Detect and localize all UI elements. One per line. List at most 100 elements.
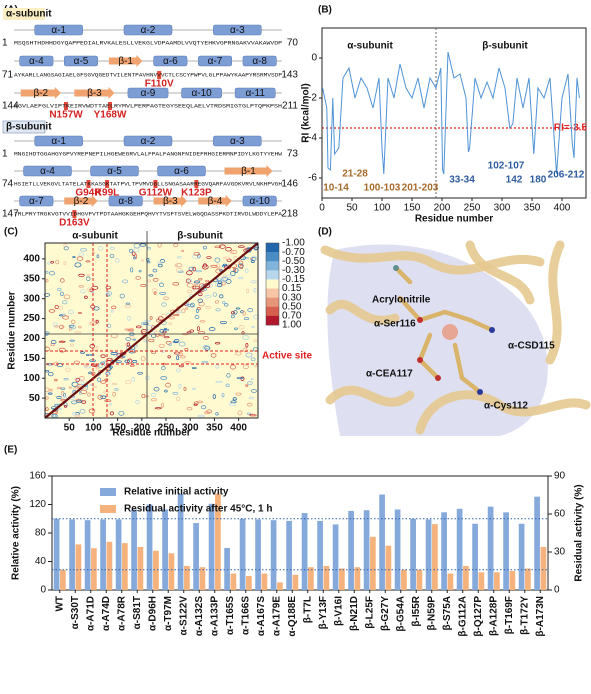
contact-blob <box>161 402 164 408</box>
ribbon <box>320 245 545 275</box>
subunit-tag <box>2 120 46 134</box>
contact-blob <box>140 284 147 287</box>
contact-blob <box>197 298 204 303</box>
contact-blob <box>186 407 193 411</box>
ribbon <box>465 240 535 305</box>
contact-blob <box>78 391 82 395</box>
bar <box>472 523 478 590</box>
bar <box>162 509 168 590</box>
contact-blob <box>109 246 115 250</box>
contact-blob <box>233 256 238 261</box>
contact-blob <box>242 311 246 316</box>
contact-blob <box>148 338 155 343</box>
contact-blob <box>129 364 135 367</box>
row-end: 73 <box>287 149 299 160</box>
contact-blob <box>192 285 197 290</box>
x-tick-label: WT <box>54 596 65 612</box>
contact-blob <box>245 343 249 348</box>
contact-blob <box>80 351 85 354</box>
contact-blob <box>250 414 257 417</box>
y-tick-label: -2 <box>308 93 317 104</box>
contact-blob <box>181 249 185 253</box>
subunit-label: α-subunit <box>72 231 118 242</box>
colorbar-band <box>266 279 279 289</box>
contact-blob <box>163 336 170 339</box>
contact-blob <box>219 320 227 325</box>
bar <box>137 546 144 590</box>
y-tick-label: 200 <box>23 333 40 344</box>
contact-blob <box>104 372 112 376</box>
row-end: 211 <box>282 101 298 112</box>
contact-blob <box>197 414 205 418</box>
contact-blob <box>158 282 164 288</box>
region-annotation: 102-107 <box>488 161 525 172</box>
bar <box>177 493 184 590</box>
contact-blob <box>126 342 131 347</box>
region-annotation: 10-14 <box>323 183 349 194</box>
contact-blob <box>128 348 136 354</box>
contact-blob <box>63 392 66 398</box>
contact-blob <box>212 394 216 399</box>
bar <box>463 565 469 590</box>
contact-blob <box>47 392 53 395</box>
contact-blob <box>152 277 159 282</box>
bar <box>379 494 385 590</box>
element-label: β-2 <box>74 196 89 207</box>
contact-blob <box>234 267 239 274</box>
surface <box>327 244 548 436</box>
contact-blob <box>89 344 96 349</box>
contact-blob <box>232 397 237 401</box>
sequence: HSIETLLVEKGVLTATELATKKASGKTATPVLTPVMVDGL… <box>14 180 282 187</box>
subunit-label: β-subunit <box>177 231 223 242</box>
bar <box>153 550 159 590</box>
contact-blob <box>124 359 130 363</box>
contact-blob <box>222 301 226 305</box>
contact-blob <box>76 256 84 261</box>
contact-blob <box>189 329 194 333</box>
contact-blob <box>107 323 112 329</box>
x-tick-label: β-N59P <box>426 596 437 631</box>
mutation-label: K123P <box>181 188 212 199</box>
row-start: 71 <box>2 70 14 81</box>
contact-blob <box>49 388 53 392</box>
bar <box>410 518 416 590</box>
stick <box>467 317 495 333</box>
contact-blob <box>246 402 253 407</box>
bar <box>239 518 246 590</box>
contact-blob <box>75 377 80 382</box>
contact-blob <box>91 285 99 290</box>
contact-blob <box>215 263 221 269</box>
contact-blob <box>54 378 58 382</box>
bar <box>441 512 447 590</box>
contact-blob <box>86 353 90 357</box>
beta-strand <box>153 195 188 207</box>
contact-blob <box>246 288 250 294</box>
contact-blob <box>109 365 113 369</box>
element-label: α-3 <box>230 136 245 147</box>
contact-blob <box>244 268 249 274</box>
contact-blob <box>63 261 67 266</box>
x-tick-label: α-S30T <box>70 596 81 629</box>
colorbar-label: -1.00 <box>282 238 305 249</box>
colorbar-label: 0.15 <box>282 283 302 294</box>
x-tick-label: α-A74D <box>101 596 112 631</box>
bar <box>534 496 540 590</box>
x-tick-label: β-T172Y <box>519 596 530 635</box>
colorbar-label: -0.70 <box>282 247 305 258</box>
contact-blob <box>239 264 244 269</box>
contact-blob <box>75 398 82 402</box>
bar <box>503 512 509 590</box>
contact-blob <box>78 252 85 257</box>
contact-blob <box>161 366 166 371</box>
contact-blob <box>219 294 224 299</box>
contact-blob <box>207 283 213 289</box>
contact-blob <box>58 347 66 353</box>
contact-blob <box>214 257 221 263</box>
bar <box>261 573 268 590</box>
contact-blob <box>63 404 68 408</box>
contact-blob <box>61 300 68 305</box>
contact-blob <box>219 278 225 281</box>
contact-blob <box>132 359 138 363</box>
contact-blob <box>143 322 149 325</box>
contact-blob <box>145 325 153 331</box>
